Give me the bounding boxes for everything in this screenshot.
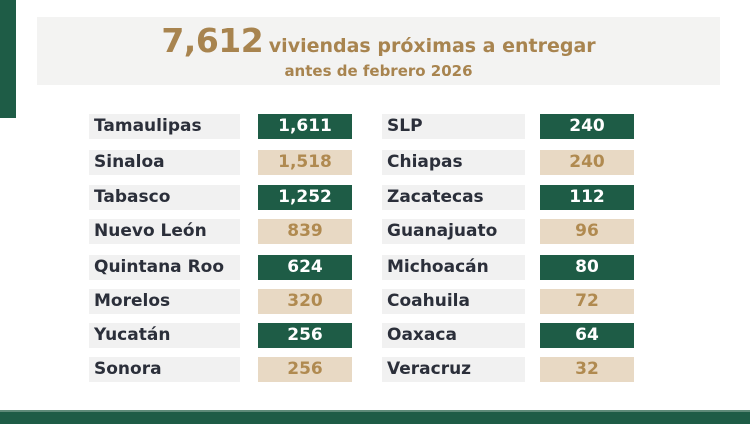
bottom-accent-bar xyxy=(0,410,750,424)
state-name: Quintana Roo xyxy=(89,255,240,280)
state-value: 80 xyxy=(540,255,634,280)
state-value: 112 xyxy=(540,185,634,210)
state-name: Michoacán xyxy=(382,255,525,280)
state-value: 64 xyxy=(540,323,634,348)
state-name: Chiapas xyxy=(382,150,525,175)
state-name: Coahuila xyxy=(382,289,525,314)
state-value: 839 xyxy=(258,219,352,244)
state-name: Guanajuato xyxy=(382,219,525,244)
state-value: 1,518 xyxy=(258,150,352,175)
state-value: 1,611 xyxy=(258,114,352,139)
left-accent-bar xyxy=(0,0,16,118)
state-value: 1,252 xyxy=(258,185,352,210)
state-name: Tamaulipas xyxy=(89,114,240,139)
title-box: 7,612 viviendas próximas a entregar ante… xyxy=(37,17,720,85)
state-name: Sonora xyxy=(89,357,240,382)
state-value: 256 xyxy=(258,323,352,348)
state-name: Sinaloa xyxy=(89,150,240,175)
state-name: SLP xyxy=(382,114,525,139)
state-name: Tabasco xyxy=(89,185,240,210)
state-name: Nuevo León xyxy=(89,219,240,244)
title-text: viviendas próximas a entregar xyxy=(268,35,596,57)
total-number: 7,612 xyxy=(161,21,264,60)
state-value: 256 xyxy=(258,357,352,382)
state-value: 72 xyxy=(540,289,634,314)
state-value: 624 xyxy=(258,255,352,280)
state-value: 240 xyxy=(540,114,634,139)
state-value: 240 xyxy=(540,150,634,175)
state-value: 96 xyxy=(540,219,634,244)
state-name: Morelos xyxy=(89,289,240,314)
state-name: Zacatecas xyxy=(382,185,525,210)
state-value: 32 xyxy=(540,357,634,382)
state-name: Oaxaca xyxy=(382,323,525,348)
state-name: Yucatán xyxy=(89,323,240,348)
page-title: 7,612 viviendas próximas a entregar xyxy=(37,21,720,60)
page-subtitle: antes de febrero 2026 xyxy=(284,62,473,80)
state-name: Veracruz xyxy=(382,357,525,382)
state-value: 320 xyxy=(258,289,352,314)
